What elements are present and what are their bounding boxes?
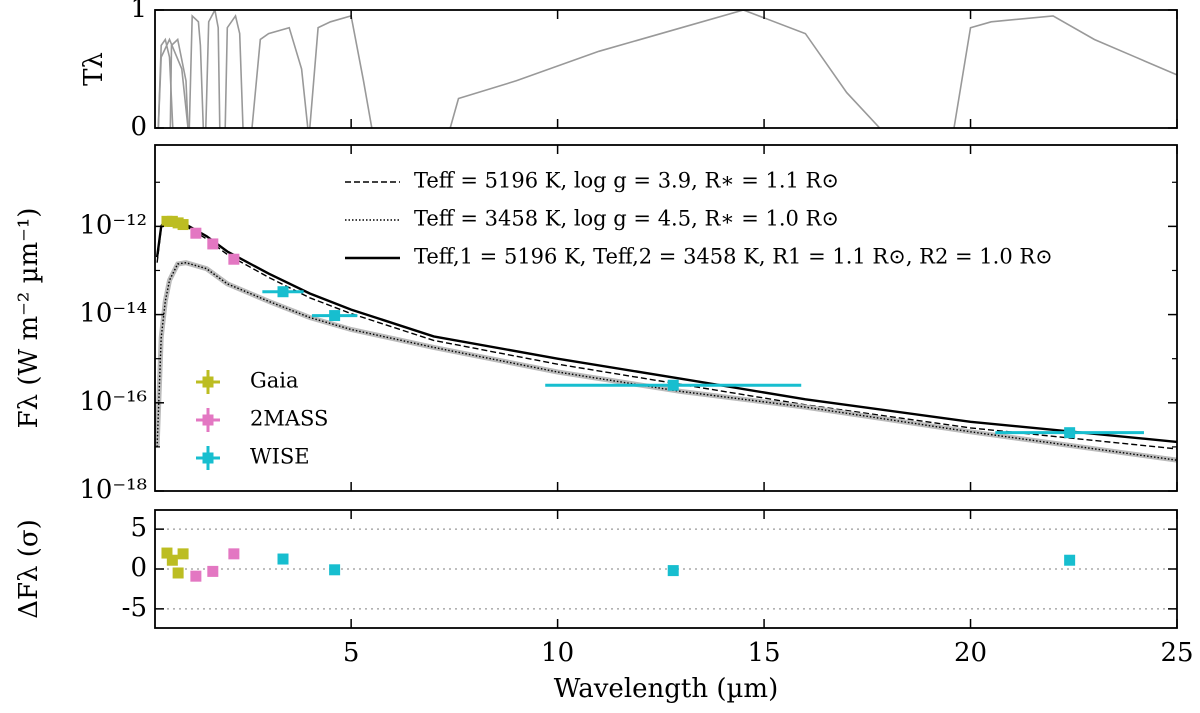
data-point (329, 310, 341, 322)
y-tick-label: 10⁻¹⁶ (79, 387, 147, 417)
transmission-curve (309, 14, 373, 128)
legend-label: WISE (250, 445, 310, 469)
data-point (177, 219, 189, 231)
axes-frame (154, 9, 1178, 129)
transmission-curve (188, 14, 205, 128)
transmission-curve (157, 37, 189, 128)
plot-area (155, 215, 1177, 463)
legend-label: Teff = 3458 K, log g = 4.5, R∗ = 1.0 R⊙ (414, 207, 839, 231)
x-tick-label: 10 (541, 638, 574, 668)
data-point (190, 227, 202, 239)
residual-point (207, 565, 219, 577)
transmission-curve (224, 13, 244, 128)
plot-area (157, 10, 1177, 128)
transmission-curve (449, 10, 881, 128)
residual-point (190, 570, 202, 582)
data-point (1064, 427, 1076, 439)
legend-label: Gaia (250, 369, 299, 393)
y-axis-label: ΔFλ (σ) (14, 519, 44, 619)
residual-point (177, 548, 189, 560)
transmission-curve (251, 26, 309, 128)
x-tick-label: 20 (954, 638, 987, 668)
x-tick-label: 15 (748, 638, 781, 668)
y-tick-label: 10⁻¹⁴ (79, 299, 147, 329)
residual-point (277, 553, 289, 565)
y-tick-label: 0 (130, 553, 147, 583)
data-point (277, 286, 289, 298)
residual-point (667, 565, 679, 577)
x-axis-label: Wavelength (µm) (554, 674, 778, 704)
legend-label: 2MASS (250, 407, 328, 431)
y-tick-label: -5 (122, 593, 147, 623)
legend-label: Teff,1 = 5196 K, Teff,2 = 3458 K, R1 = 1… (414, 245, 1053, 269)
axes-frame (154, 509, 1178, 629)
x-tick-label: 5 (343, 638, 360, 668)
residual-point (161, 547, 173, 559)
data-point (207, 238, 219, 250)
data-point (228, 253, 240, 265)
residual-point (172, 567, 184, 579)
plot-area (155, 528, 1177, 610)
y-axis-label: Tλ (79, 52, 109, 86)
model-band (155, 260, 1177, 463)
transmission-curve (205, 10, 221, 128)
y-tick-label: 10⁻¹² (79, 210, 147, 240)
legend-marker (202, 452, 214, 464)
x-tick-label: 25 (1160, 638, 1193, 668)
y-axis-label: Fλ (W m⁻² µm⁻¹) (14, 208, 44, 429)
y-tick-label: 10⁻¹⁸ (79, 475, 147, 505)
residual-point (1064, 554, 1076, 566)
transmission-curve (169, 37, 189, 128)
y-tick-label: 0 (130, 112, 147, 142)
residual-point (228, 548, 240, 560)
y-tick-label: 5 (130, 513, 147, 543)
residual-point (166, 554, 178, 566)
data-point (667, 379, 679, 391)
y-tick-label: 1 (130, 0, 147, 24)
residual-point (329, 564, 341, 576)
axes-frame (154, 144, 1178, 492)
transmission-curve (953, 15, 1177, 128)
legend-marker (202, 376, 214, 388)
data-point (166, 215, 178, 227)
legend-label: Teff = 5196 K, log g = 3.9, R∗ = 1.1 R⊙ (414, 169, 839, 193)
legend-marker (202, 414, 214, 426)
